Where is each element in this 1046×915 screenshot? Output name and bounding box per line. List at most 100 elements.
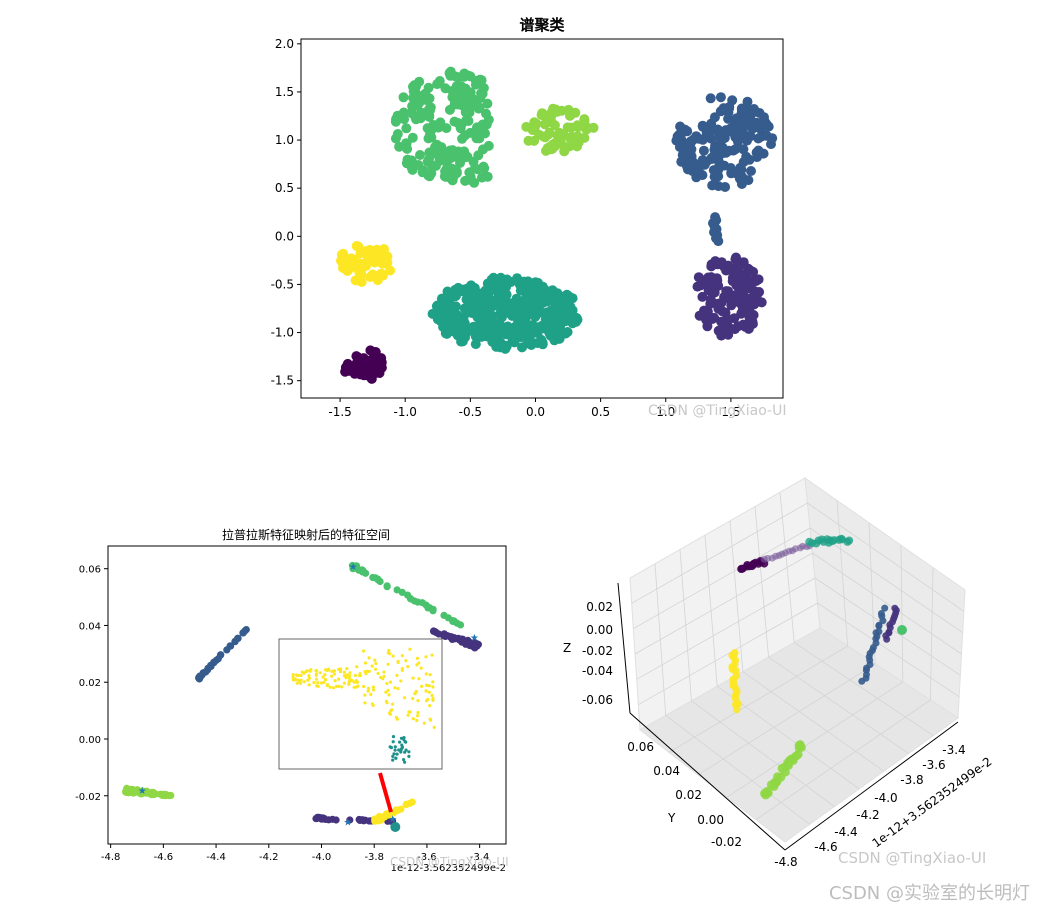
inset-point (332, 669, 337, 673)
data-point (689, 134, 699, 145)
inset-point (337, 677, 341, 681)
x-axis-line (784, 721, 959, 851)
data-point (468, 321, 479, 332)
data-point (735, 114, 746, 125)
data-point (472, 123, 483, 134)
x-tick-label: -0.5 (459, 405, 482, 419)
data-point (738, 144, 749, 155)
data-point (445, 145, 456, 156)
data-point (386, 811, 394, 819)
data-point (544, 127, 555, 138)
zoom-arrow (378, 772, 393, 813)
data-point (524, 302, 535, 313)
data-point (407, 101, 418, 112)
inset-point (416, 710, 420, 715)
data-point (705, 93, 716, 104)
center-star: ★ (470, 633, 479, 644)
inset-point (388, 652, 392, 656)
data-point (450, 617, 458, 625)
inset-point (417, 661, 421, 665)
data-point (470, 79, 481, 90)
inset-point (406, 665, 410, 669)
inset-point (394, 715, 398, 720)
inset-point (370, 664, 374, 668)
inset-point (403, 739, 407, 744)
data-point (731, 261, 742, 272)
data-point (529, 135, 540, 146)
data-point (537, 339, 548, 350)
grid-line (654, 563, 667, 716)
y-tick-label: -0.02 (711, 835, 742, 849)
inset-point (371, 703, 375, 708)
inset-point (388, 680, 393, 684)
data-point (390, 821, 401, 832)
data-point (570, 107, 581, 118)
data-point (346, 816, 354, 824)
y-tick-label: -0.5 (271, 277, 294, 291)
y-tick-label: 0.5 (275, 181, 294, 195)
data-point (313, 813, 321, 822)
inset-point (337, 684, 341, 688)
data-point (487, 316, 497, 326)
inset-point (330, 674, 334, 678)
data-point (706, 133, 716, 144)
data-point (420, 88, 431, 99)
grid-line (817, 602, 960, 698)
inset-point (348, 677, 352, 682)
x-axis-ticks: -4.8 -4.6-4.4 -4.2 -4.0-3.8-3.6-3.4 (774, 743, 965, 869)
x-tick-label: 1.0 (656, 405, 675, 419)
grid-line (768, 656, 909, 754)
data-point (371, 817, 379, 825)
x-tick-label: -3.4 (470, 852, 490, 863)
inset-point (367, 669, 371, 674)
data-point (452, 99, 463, 110)
x-tick-label: -4.2 (259, 852, 279, 863)
inset-point (307, 683, 311, 687)
grid-line (638, 602, 818, 706)
data-point (476, 331, 487, 342)
data-point (397, 805, 405, 813)
x-tick-label: -4.4 (834, 825, 857, 839)
y-axis-ticks: -1.5 -1.0 -0.5 0.0 0.5 1.0 1.5 2.0 (271, 37, 301, 388)
inset-point (422, 721, 426, 725)
grid-line (679, 549, 692, 701)
data-point (415, 150, 425, 160)
x-tick-label: 1.5 (721, 405, 740, 419)
grid-line (691, 700, 835, 807)
data-point (737, 282, 748, 293)
data-point (138, 787, 147, 795)
inset-point (428, 704, 432, 708)
inset-point (325, 683, 330, 687)
data-point (539, 119, 550, 130)
inset-point (363, 701, 367, 705)
grid-line (634, 552, 813, 655)
inset-point (363, 670, 367, 674)
data-point (572, 141, 582, 152)
data-point (875, 622, 883, 630)
data-point (745, 131, 756, 142)
data-point (481, 108, 491, 119)
data-point (459, 636, 467, 645)
inset-point (384, 690, 388, 694)
inset-point (342, 670, 346, 674)
data-point (694, 167, 705, 178)
inset-point (391, 758, 395, 762)
data-point (482, 98, 493, 109)
data-point (753, 133, 764, 144)
data-point (404, 591, 412, 599)
data-point (674, 129, 685, 140)
data-point (358, 816, 366, 824)
inset-point (424, 689, 428, 693)
data-point (429, 605, 437, 613)
cluster-centers: ★ ★ ★ ★ ★ (138, 562, 479, 828)
data-point (549, 120, 560, 131)
data-point (533, 285, 544, 296)
grid-line (636, 577, 816, 680)
inset-point (367, 656, 371, 660)
data-point (414, 598, 422, 606)
inset-point (295, 681, 299, 685)
center-star: ★ (388, 814, 397, 825)
data-point (498, 342, 509, 353)
inset-point (431, 698, 435, 703)
